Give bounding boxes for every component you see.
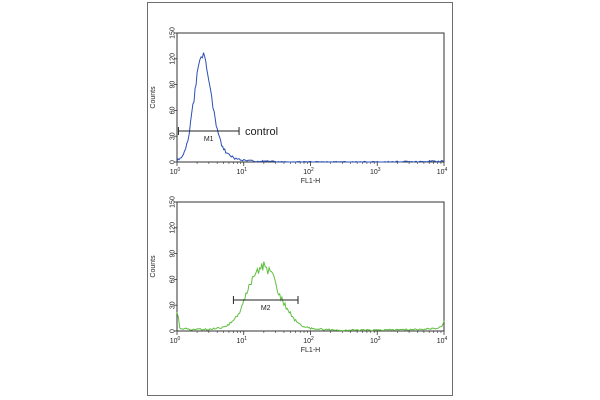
plot-frame bbox=[176, 201, 445, 332]
y-tick-label: 150 bbox=[170, 27, 177, 39]
x-axis-title: FL1-H bbox=[301, 178, 320, 185]
x-tick-label: 100 bbox=[170, 336, 181, 345]
x-tick-label: 100 bbox=[170, 167, 181, 176]
histogram-panel-1: 0 30 60 90 120 150 100 101 102 103 104 FL1-H Counts M… bbox=[150, 27, 448, 185]
x-tick-label: 101 bbox=[236, 167, 247, 176]
y-axis-title: Counts bbox=[150, 255, 157, 278]
y-axis-title: Counts bbox=[150, 86, 157, 109]
gate-label: M1 bbox=[204, 136, 214, 143]
histogram-series-line bbox=[176, 52, 444, 163]
x-tick-label: 104 bbox=[437, 336, 448, 345]
y-tick-label: 30 bbox=[170, 132, 177, 140]
x-tick-label: 103 bbox=[370, 167, 381, 176]
x-tick-label: 102 bbox=[303, 336, 314, 345]
y-tick-label: 120 bbox=[170, 222, 177, 234]
x-tick-label: 103 bbox=[370, 336, 381, 345]
histogram-series-line bbox=[176, 261, 445, 332]
x-axis-title: FL1-H bbox=[301, 347, 320, 354]
histogram-panel-2: 0 30 60 90 120 150 100 101 102 103 104 FL1-H Counts M… bbox=[150, 196, 448, 354]
control-annotation: control bbox=[245, 126, 278, 138]
y-tick-label: 0 bbox=[170, 329, 177, 333]
y-tick-label: 60 bbox=[170, 106, 177, 114]
plot-frame bbox=[176, 32, 445, 163]
x-tick-label: 101 bbox=[236, 336, 247, 345]
y-tick-label: 60 bbox=[170, 275, 177, 283]
y-tick-label: 120 bbox=[170, 53, 177, 65]
y-tick-label: 30 bbox=[170, 301, 177, 309]
x-tick-label: 104 bbox=[437, 167, 448, 176]
gate-label: M2 bbox=[261, 305, 271, 312]
x-tick-label: 102 bbox=[303, 167, 314, 176]
y-tick-label: 150 bbox=[170, 196, 177, 208]
y-tick-label: 90 bbox=[170, 81, 177, 89]
y-tick-label: 90 bbox=[170, 250, 177, 258]
y-tick-label: 0 bbox=[170, 160, 177, 164]
